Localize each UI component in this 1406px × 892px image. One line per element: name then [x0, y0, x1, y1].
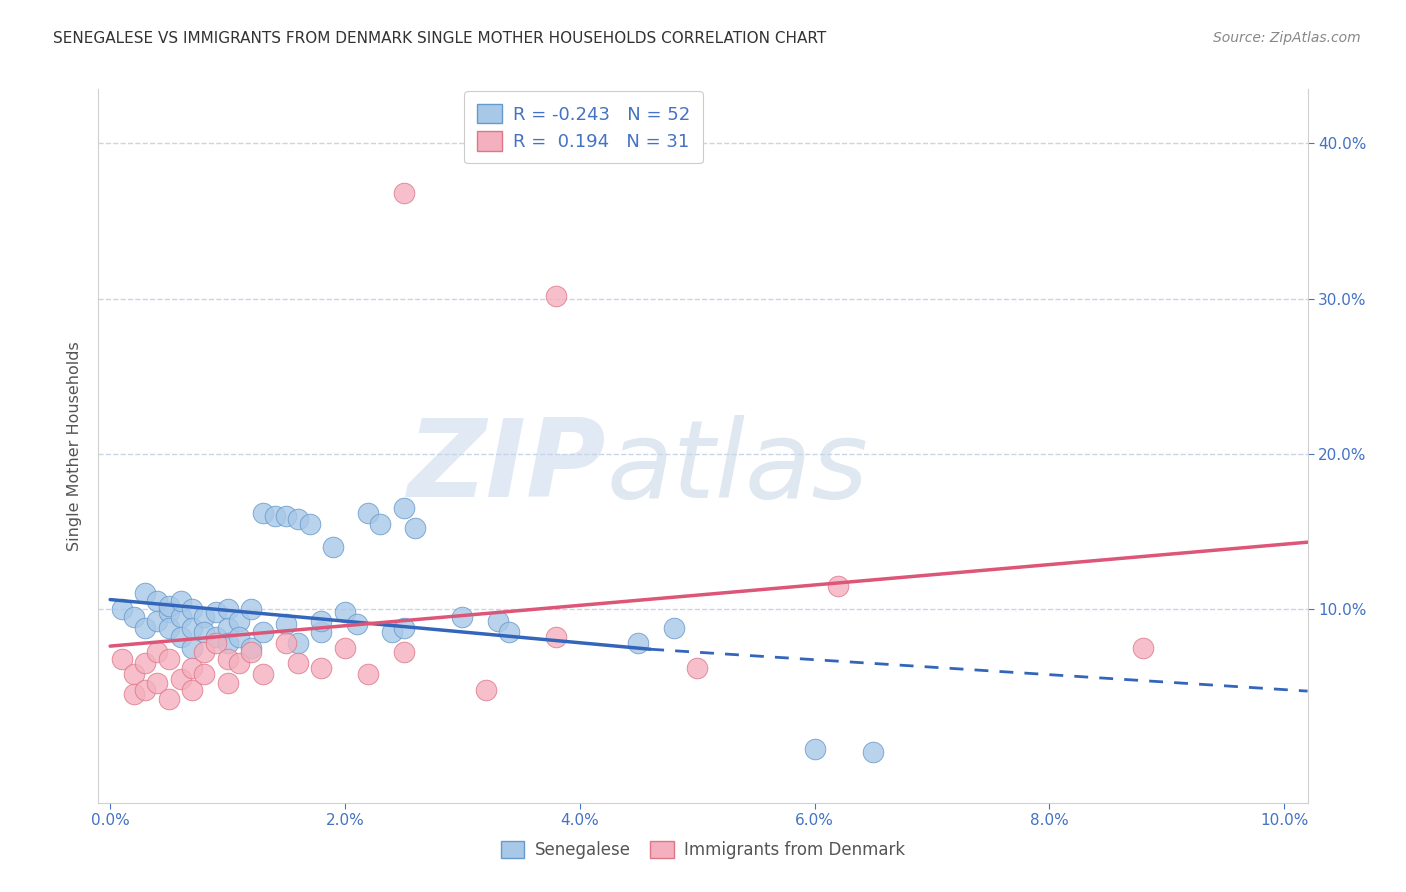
Point [627, 636, 650, 650]
Point [498, 625, 520, 640]
Point [287, 636, 309, 650]
Point [204, 636, 226, 650]
Point [475, 682, 498, 697]
Point [181, 602, 204, 616]
Point [827, 579, 849, 593]
Point [157, 605, 180, 619]
Point [311, 625, 333, 640]
Point [803, 741, 825, 756]
Point [181, 682, 204, 697]
Point [122, 687, 145, 701]
Point [862, 745, 884, 759]
Point [122, 667, 145, 681]
Point [217, 602, 239, 616]
Point [146, 615, 169, 629]
Point [204, 630, 226, 644]
Point [146, 645, 169, 659]
Point [111, 602, 134, 616]
Point [346, 617, 368, 632]
Point [169, 630, 191, 644]
Point [181, 661, 204, 675]
Point [368, 516, 391, 531]
Point [686, 661, 709, 675]
Point [276, 617, 298, 632]
Point [193, 645, 215, 659]
Y-axis label: Single Mother Households: Single Mother Households [67, 341, 83, 551]
Point [134, 682, 156, 697]
Point [276, 636, 298, 650]
Point [381, 625, 404, 640]
Point [252, 625, 274, 640]
Point [451, 609, 474, 624]
Point [217, 636, 239, 650]
Text: ZIP: ZIP [408, 415, 606, 520]
Point [404, 521, 426, 535]
Point [240, 640, 263, 655]
Point [287, 656, 309, 670]
Point [111, 651, 134, 665]
Point [392, 620, 415, 634]
Text: atlas: atlas [606, 415, 868, 520]
Point [181, 620, 204, 634]
Point [146, 676, 169, 690]
Point [287, 512, 309, 526]
Point [263, 508, 285, 523]
Point [311, 615, 333, 629]
Legend: Senegalese, Immigrants from Denmark: Senegalese, Immigrants from Denmark [495, 834, 911, 866]
Point [193, 625, 215, 640]
Point [228, 656, 250, 670]
Point [252, 667, 274, 681]
Point [157, 651, 180, 665]
Point [146, 594, 169, 608]
Point [122, 609, 145, 624]
Point [134, 656, 156, 670]
Point [169, 609, 191, 624]
Point [134, 620, 156, 634]
Point [169, 672, 191, 686]
Point [193, 667, 215, 681]
Text: Source: ZipAtlas.com: Source: ZipAtlas.com [1213, 31, 1361, 45]
Point [662, 620, 685, 634]
Point [252, 506, 274, 520]
Point [357, 667, 380, 681]
Point [134, 586, 156, 600]
Point [546, 630, 568, 644]
Point [276, 508, 298, 523]
Point [181, 640, 204, 655]
Point [392, 501, 415, 516]
Point [217, 651, 239, 665]
Point [157, 599, 180, 613]
Point [228, 630, 250, 644]
Point [169, 594, 191, 608]
Point [1132, 640, 1154, 655]
Point [546, 288, 568, 302]
Point [357, 506, 380, 520]
Point [392, 645, 415, 659]
Point [298, 516, 321, 531]
Point [240, 602, 263, 616]
Point [193, 609, 215, 624]
Point [322, 540, 344, 554]
Point [486, 615, 509, 629]
Point [228, 615, 250, 629]
Point [240, 645, 263, 659]
Point [333, 605, 356, 619]
Text: SENEGALESE VS IMMIGRANTS FROM DENMARK SINGLE MOTHER HOUSEHOLDS CORRELATION CHART: SENEGALESE VS IMMIGRANTS FROM DENMARK SI… [53, 31, 827, 46]
Point [157, 620, 180, 634]
Point [157, 691, 180, 706]
Point [217, 676, 239, 690]
Point [311, 661, 333, 675]
Point [392, 186, 415, 201]
Point [204, 605, 226, 619]
Point [217, 620, 239, 634]
Point [333, 640, 356, 655]
